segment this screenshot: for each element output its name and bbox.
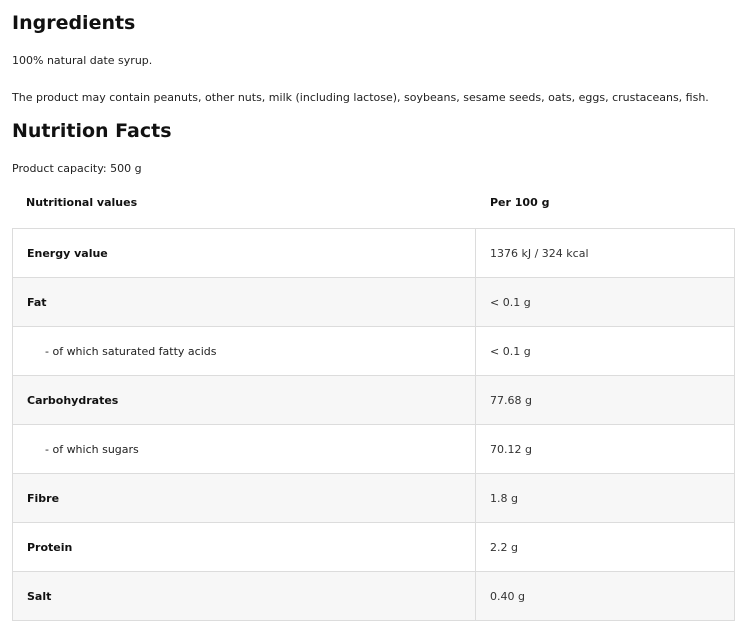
table-row: Protein 2.2 g xyxy=(12,522,735,572)
table-row: Carbohydrates 77.68 g xyxy=(12,375,735,425)
nutrient-value: < 0.1 g xyxy=(475,277,735,327)
nutrient-name: - of which saturated fatty acids xyxy=(12,326,476,376)
nutrient-name: Energy value xyxy=(12,228,476,278)
nutrient-value: 0.40 g xyxy=(475,571,735,621)
product-capacity: Product capacity: 500 g xyxy=(12,162,142,175)
nutrition-table: Energy value 1376 kJ / 324 kcal Fat < 0.1 … xyxy=(12,228,735,621)
nutrient-value: 1.8 g xyxy=(475,473,735,523)
header-per-100g: Per 100 g xyxy=(490,196,550,209)
nutrient-value: 2.2 g xyxy=(475,522,735,572)
nutrient-value: 77.68 g xyxy=(475,375,735,425)
nutrient-name: Salt xyxy=(12,571,476,621)
nutrient-value: < 0.1 g xyxy=(475,326,735,376)
nutrient-value: 1376 kJ / 324 kcal xyxy=(475,228,735,278)
table-row: - of which sugars 70.12 g xyxy=(12,424,735,474)
nutrient-name: - of which sugars xyxy=(12,424,476,474)
table-row: Fat < 0.1 g xyxy=(12,277,735,327)
table-row: - of which saturated fatty acids < 0.1 g xyxy=(12,326,735,376)
nutrient-value: 70.12 g xyxy=(475,424,735,474)
table-row: Salt 0.40 g xyxy=(12,571,735,621)
table-row: Energy value 1376 kJ / 324 kcal xyxy=(12,228,735,278)
allergen-text: The product may contain peanuts, other n… xyxy=(12,91,709,104)
nutrient-name: Protein xyxy=(12,522,476,572)
ingredients-text: 100% natural date syrup. xyxy=(12,54,153,67)
nutrient-name: Carbohydrates xyxy=(12,375,476,425)
nutrient-name: Fat xyxy=(12,277,476,327)
nutrition-title: Nutrition Facts xyxy=(12,120,172,142)
header-nutritional-values: Nutritional values xyxy=(26,196,138,209)
table-row: Fibre 1.8 g xyxy=(12,473,735,523)
ingredients-title: Ingredients xyxy=(12,12,136,34)
nutrient-name: Fibre xyxy=(12,473,476,523)
